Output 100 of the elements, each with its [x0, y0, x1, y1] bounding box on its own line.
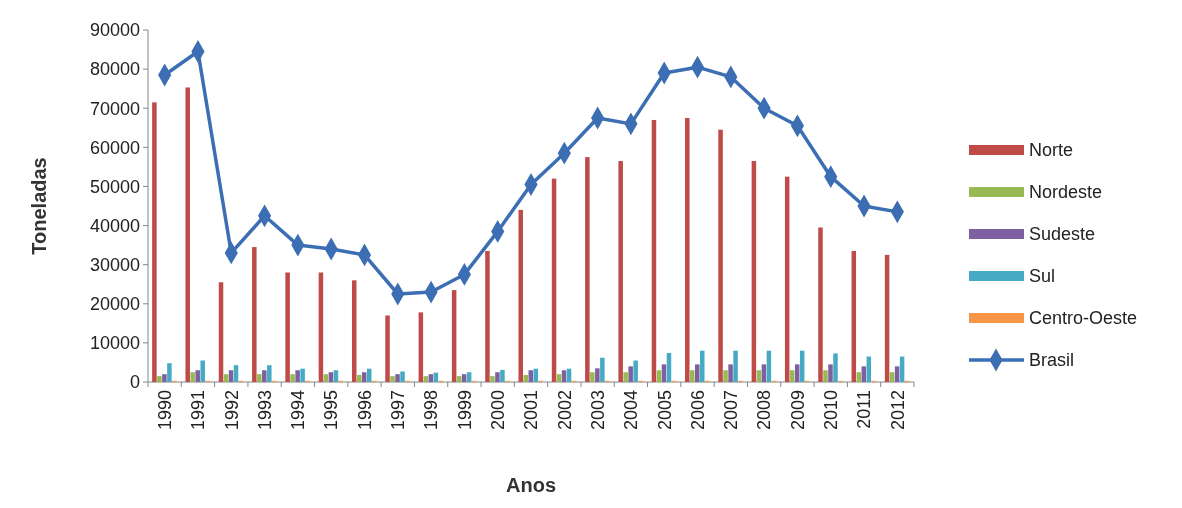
legend-label: Brasil	[1029, 350, 1075, 371]
bar	[833, 353, 838, 382]
bar	[600, 357, 605, 382]
legend-label: Sul	[1029, 266, 1056, 287]
x-tick-label: 2008	[754, 390, 775, 431]
bar	[252, 247, 257, 382]
x-tick-label: 2000	[488, 390, 508, 431]
bar	[485, 250, 490, 382]
x-tick-label: 2004	[621, 390, 642, 431]
bar	[618, 161, 623, 382]
x-tick-label: 1993	[254, 390, 275, 431]
y-tick-label: 10000	[89, 333, 140, 354]
bar	[685, 118, 690, 382]
bar	[223, 374, 229, 382]
legend-label: Nordeste	[1029, 182, 1103, 203]
bar	[700, 350, 705, 382]
bar	[623, 372, 628, 382]
bar	[333, 370, 339, 382]
bar	[823, 370, 828, 382]
x-tick-label: 1990	[154, 390, 175, 431]
bar	[267, 365, 272, 382]
bar	[828, 364, 833, 382]
bar	[295, 370, 300, 382]
bar	[661, 364, 667, 382]
bar	[290, 374, 295, 382]
bar	[894, 366, 900, 382]
bar	[385, 315, 390, 382]
bar	[495, 372, 500, 382]
legend-label: Sudeste	[1029, 224, 1096, 245]
bar	[200, 360, 205, 382]
bar	[195, 370, 200, 382]
bar	[466, 372, 472, 382]
x-tick-label: 1999	[454, 390, 475, 431]
y-tick-label: 30000	[89, 254, 140, 275]
x-tick-label: 2003	[587, 390, 608, 431]
bar	[556, 374, 562, 382]
bar	[456, 376, 462, 382]
bar	[185, 87, 190, 382]
bar	[561, 370, 567, 382]
bar	[861, 366, 867, 382]
bar	[461, 374, 467, 382]
y-tick-label: 50000	[89, 176, 140, 197]
x-tick-label: 1992	[221, 390, 242, 431]
bar	[695, 364, 700, 382]
bar	[490, 376, 495, 382]
x-tick-label: 2009	[787, 390, 808, 431]
x-tick-label: 2007	[721, 390, 742, 431]
bar	[723, 370, 728, 382]
bar	[718, 129, 723, 382]
x-tick-label: 1995	[321, 390, 342, 431]
legend-label: Norte	[1029, 140, 1074, 161]
bar	[390, 376, 395, 382]
bar	[228, 370, 234, 382]
x-axis-title: Anos	[506, 474, 556, 496]
bar	[656, 370, 662, 382]
bar	[400, 371, 405, 382]
bar	[590, 372, 595, 382]
x-tick-label: 2010	[821, 390, 842, 431]
y-tick-label: 60000	[89, 137, 140, 158]
bar	[361, 372, 367, 382]
bar	[761, 364, 767, 382]
bar	[585, 157, 590, 382]
x-tick-label: 1994	[288, 390, 309, 431]
bar	[856, 372, 862, 382]
bar	[157, 376, 162, 382]
x-tick-label: 1998	[421, 390, 442, 431]
bar	[500, 369, 505, 382]
bar	[728, 364, 733, 382]
x-tick-label: 2012	[887, 390, 908, 431]
bar	[633, 360, 638, 382]
bar	[690, 370, 695, 382]
bar	[756, 370, 762, 382]
bar	[789, 370, 795, 382]
bar	[162, 374, 167, 382]
bar	[300, 368, 305, 382]
legend-label: Centro-Oeste	[1029, 308, 1138, 329]
y-tick-label: 80000	[89, 59, 140, 80]
y-tick-label: 90000	[89, 20, 140, 41]
bar	[167, 363, 172, 382]
bar	[818, 227, 823, 382]
bar	[285, 272, 290, 382]
bar	[794, 364, 800, 382]
y-tick-label: 20000	[89, 294, 140, 315]
x-tick-label: 2001	[521, 390, 542, 431]
bar	[528, 370, 533, 382]
bar	[428, 374, 434, 382]
x-tick-label: 1996	[354, 390, 375, 431]
y-tick-label: 0	[129, 372, 140, 393]
x-tick-label: 1997	[388, 390, 409, 431]
bar	[395, 374, 400, 382]
y-tick-label: 70000	[89, 98, 140, 119]
bar	[152, 102, 157, 382]
x-tick-label: 1991	[188, 390, 209, 431]
bar	[190, 372, 195, 382]
bar	[595, 368, 600, 382]
bar	[323, 374, 329, 382]
bar	[628, 366, 633, 382]
x-tick-label: 2006	[687, 390, 708, 431]
y-tick-label: 40000	[89, 215, 140, 236]
x-tick-label: 2011	[854, 390, 875, 429]
